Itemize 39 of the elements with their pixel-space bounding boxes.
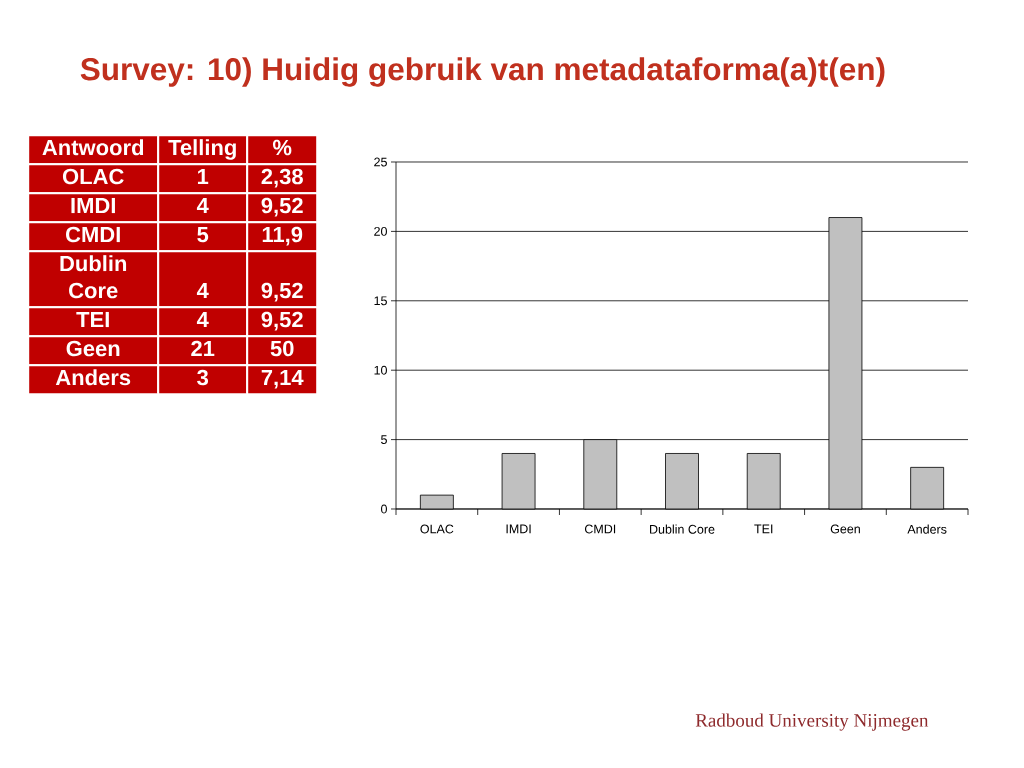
data-label: 4: [196, 197, 209, 214]
category-label: IMDI: [71, 197, 115, 214]
y-tick-label: 20: [374, 226, 387, 236]
category-label: Anders: [55, 369, 131, 386]
category-label: Dublin Core: [60, 255, 127, 299]
y-tick-label: 0: [381, 504, 387, 514]
data-label: 11,9: [262, 226, 303, 246]
data-label: 1: [197, 168, 209, 185]
x-tick-label: Dublin Core: [650, 524, 715, 534]
series-label: Telling: [168, 139, 236, 160]
data-label: 9,52: [261, 282, 303, 302]
text: Radboud University Nijmegen: [695, 713, 929, 731]
text: Antwoord: [42, 139, 144, 156]
category-label: CMDI: [66, 226, 120, 243]
category-label: Geen: [66, 340, 120, 357]
x-tick-label: IMDI: [506, 524, 531, 534]
y-tick-label: 25: [374, 157, 387, 167]
x-tick-label: Geen: [830, 524, 860, 534]
y-tick-label: 5: [381, 435, 387, 444]
legend-label: %: [272, 139, 292, 156]
y-tick-label: 15: [374, 296, 387, 306]
x-tick-label: OLAC: [420, 524, 454, 534]
data-label: 2,38: [261, 168, 303, 188]
data-label: 9,52: [261, 311, 303, 331]
data-label: 3: [197, 369, 209, 386]
chart-title: Survey: 10) Huidig gebruik van metadataforma(a)t(en): [80, 57, 885, 87]
y-tick-label: 10: [374, 365, 387, 375]
data-label: 7,14: [261, 369, 304, 389]
data-label: 9,52: [261, 197, 303, 217]
x-tick-label: CMDI: [584, 524, 616, 534]
data-label: 50: [270, 340, 294, 357]
data-label: 5: [197, 226, 209, 243]
x-tick-label: TEI: [754, 524, 773, 534]
data-label: 4: [196, 311, 209, 328]
data-label: 21: [191, 340, 215, 357]
category-label: TEI: [76, 311, 109, 328]
x-tick-label: Anders: [907, 524, 947, 534]
category-label: OLAC: [62, 168, 124, 185]
data-label: 4: [196, 282, 209, 299]
